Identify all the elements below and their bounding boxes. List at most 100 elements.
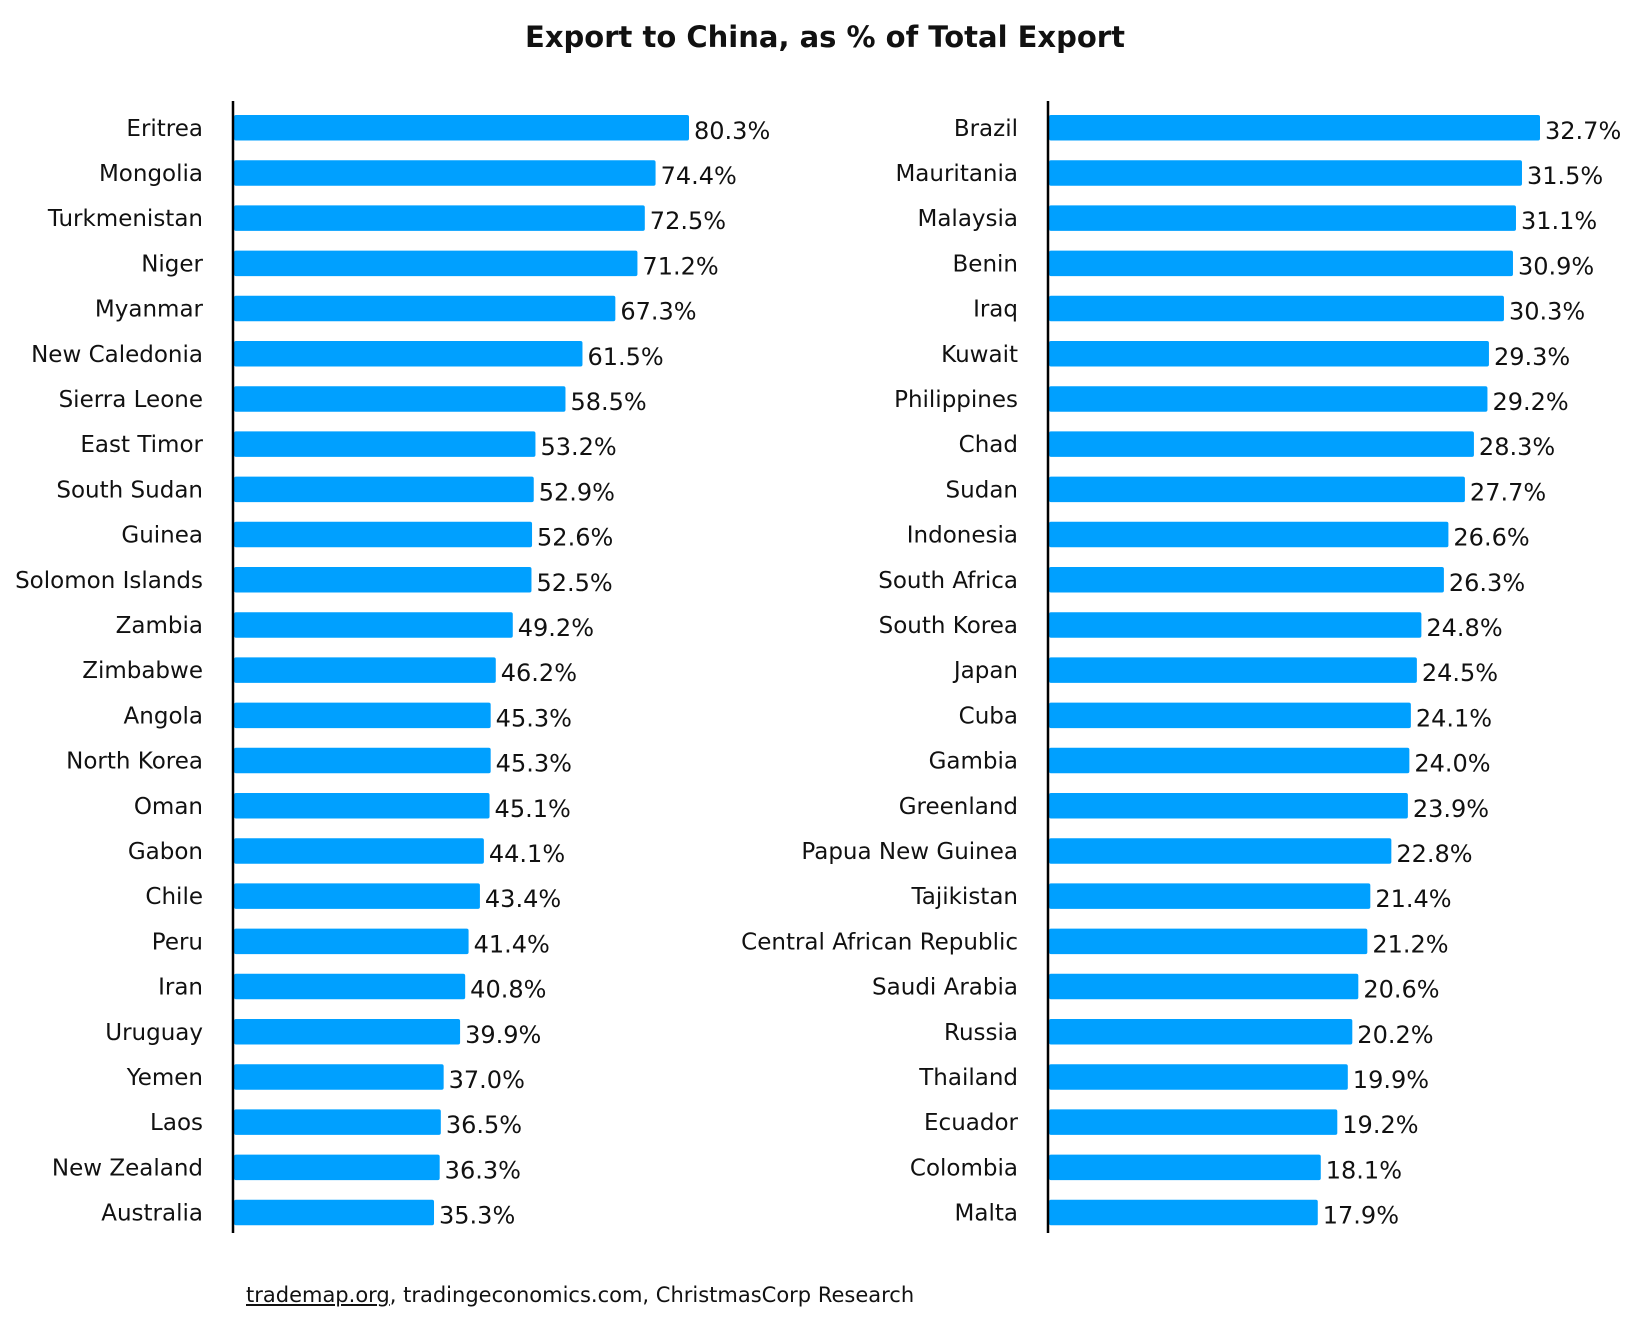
category-label: Peru: [152, 929, 203, 955]
category-label: Japan: [952, 658, 1018, 684]
category-label: Saudi Arabia: [872, 975, 1018, 1001]
bar: [1049, 521, 1449, 548]
bar: [234, 657, 496, 683]
category-label: Sierra Leone: [59, 387, 203, 413]
value-label: 26.3%: [1449, 569, 1525, 597]
category-label: Russia: [944, 1020, 1018, 1046]
bar: [234, 205, 645, 231]
category-label: South Sudan: [56, 477, 203, 503]
value-label: 39.9%: [465, 1021, 541, 1049]
value-label: 31.1%: [1521, 207, 1597, 235]
value-label: 49.2%: [518, 614, 594, 642]
value-label: 35.3%: [439, 1202, 515, 1230]
category-label: Zambia: [116, 613, 203, 639]
source-link[interactable]: trademap.org: [246, 1283, 390, 1307]
value-label: 21.4%: [1375, 885, 1451, 913]
category-label: South Africa: [878, 568, 1018, 594]
bar: [1049, 612, 1422, 638]
value-label: 19.9%: [1353, 1066, 1429, 1094]
bar: [234, 1064, 444, 1090]
bar: [234, 928, 469, 955]
value-label: 20.6%: [1363, 976, 1439, 1004]
category-label: Chile: [145, 884, 203, 910]
chart-title: Export to China, as % of Total Export: [525, 20, 1125, 54]
bar: [234, 1154, 440, 1181]
bar: [1049, 205, 1516, 231]
bar: [1049, 928, 1368, 955]
category-label: Turkmenistan: [47, 206, 203, 232]
category-label: East Timor: [80, 432, 203, 458]
value-label: 53.2%: [540, 433, 616, 461]
bar: [1049, 657, 1417, 683]
value-label: 52.5%: [536, 569, 612, 597]
value-label: 20.2%: [1357, 1021, 1433, 1049]
value-label: 30.9%: [1518, 252, 1594, 280]
bar: [234, 115, 689, 141]
value-label: 29.2%: [1492, 388, 1568, 416]
category-label: South Korea: [879, 613, 1018, 639]
value-label: 29.3%: [1494, 343, 1570, 371]
category-label: Indonesia: [907, 523, 1018, 549]
value-label: 43.4%: [485, 885, 561, 913]
category-label: Myanmar: [95, 297, 204, 323]
value-label: 22.8%: [1396, 840, 1472, 868]
bar: [1049, 1064, 1348, 1090]
bar: [1049, 115, 1540, 141]
category-label: Papua New Guinea: [801, 839, 1018, 865]
value-label: 21.2%: [1372, 930, 1448, 958]
value-label: 45.1%: [495, 795, 571, 823]
category-label: Guinea: [121, 523, 203, 549]
category-label: Niger: [141, 251, 203, 277]
value-label: 28.3%: [1479, 433, 1555, 461]
value-label: 58.5%: [570, 388, 646, 416]
value-label: 45.3%: [496, 750, 572, 778]
bar: [1049, 883, 1371, 909]
bar: [234, 1109, 441, 1135]
category-label: Greenland: [899, 794, 1018, 820]
category-label: New Caledonia: [31, 342, 203, 368]
bar: [1049, 250, 1513, 277]
source-text: , tradingeconomics.com, ChristmasCorp Re…: [389, 1283, 915, 1307]
value-label: 18.1%: [1326, 1156, 1402, 1184]
value-label: 36.5%: [446, 1111, 522, 1139]
bar: [1049, 702, 1411, 729]
bar: [234, 747, 491, 774]
value-label: 61.5%: [587, 343, 663, 371]
bar: [1049, 386, 1488, 412]
bar: [1049, 838, 1392, 864]
value-label: 46.2%: [501, 659, 577, 687]
bar: [234, 341, 583, 367]
category-label: Kuwait: [941, 342, 1018, 368]
category-label: Angola: [124, 703, 203, 729]
source-line: trademap.org, tradingeconomics.com, Chri…: [246, 1283, 914, 1307]
category-label: Gabon: [128, 839, 203, 865]
value-label: 72.5%: [650, 207, 726, 235]
bar: [234, 521, 533, 548]
category-label: Tajikistan: [911, 884, 1019, 910]
category-label: North Korea: [66, 749, 203, 775]
value-label: 26.6%: [1453, 524, 1529, 552]
category-label: Chad: [959, 432, 1018, 458]
bar: [1049, 476, 1465, 503]
bar: [234, 1199, 435, 1226]
value-label: 67.3%: [620, 298, 696, 326]
category-label: Ecuador: [924, 1110, 1019, 1136]
category-label: Zimbabwe: [82, 658, 203, 684]
category-label: Cuba: [959, 703, 1018, 729]
category-label: Laos: [150, 1110, 203, 1136]
value-label: 24.0%: [1414, 750, 1490, 778]
category-label: Central African Republic: [741, 929, 1018, 955]
bar: [234, 160, 656, 186]
bar: [1049, 431, 1474, 457]
category-label: Thailand: [918, 1065, 1018, 1091]
category-label: Oman: [134, 794, 203, 820]
category-label: Mauritania: [895, 161, 1018, 187]
bar: [234, 612, 513, 638]
bar: [234, 431, 536, 457]
bar: [1049, 973, 1359, 1000]
category-label: Uruguay: [105, 1020, 203, 1046]
bar: [234, 386, 566, 412]
category-label: Colombia: [910, 1155, 1018, 1181]
category-label: Eritrea: [126, 116, 203, 142]
